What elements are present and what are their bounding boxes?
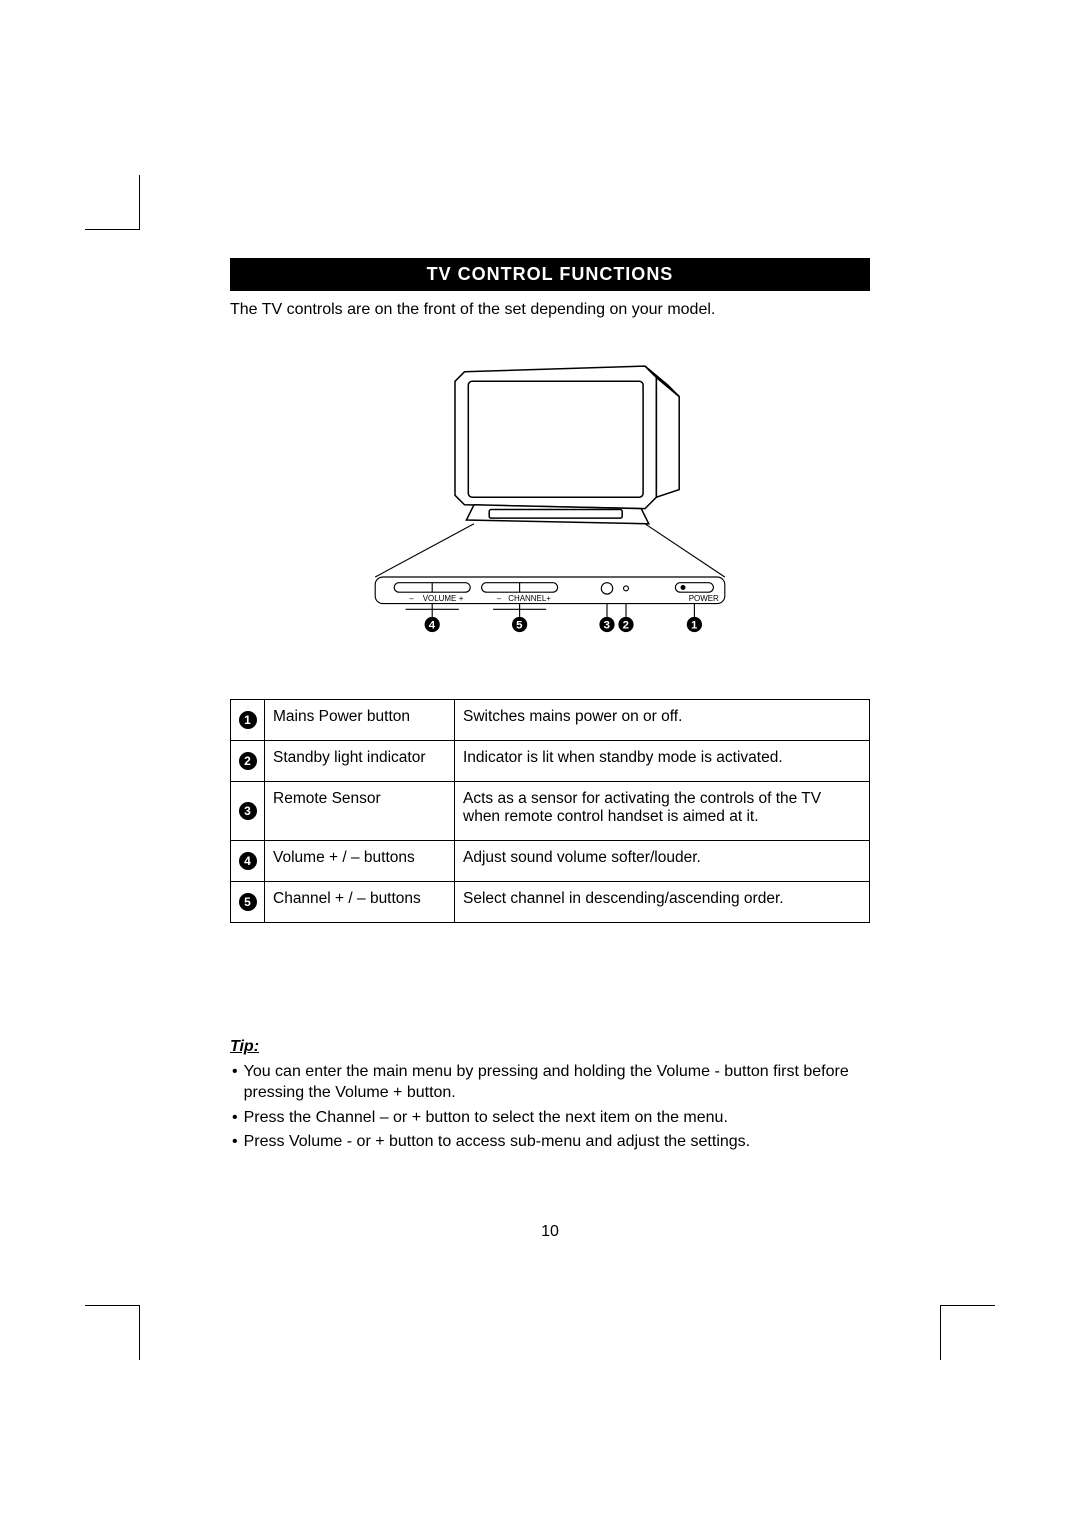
intro-text: The TV controls are on the front of the …: [230, 301, 870, 319]
table-row: 4 Volume + / – buttonsAdjust sound volume…: [231, 841, 870, 882]
table-row: 3 Remote SensorActs as a sensor for activ…: [231, 782, 870, 841]
svg-text:1: 1: [691, 619, 698, 631]
control-description: Acts as a sensor for activating the cont…: [455, 782, 870, 841]
row-number-cell: 4: [231, 841, 265, 882]
tv-diagram: – VOLUME + – CHANNEL + POWER 4 5 3 2 1: [360, 349, 740, 639]
control-name: Channel + / – buttons: [265, 882, 455, 923]
svg-text:5: 5: [516, 619, 523, 631]
svg-text:–: –: [409, 594, 414, 603]
table-row: 5 Channel + / – buttonsSelect channel in …: [231, 882, 870, 923]
table-row: 2 Standby light indicatorIndicator is lit…: [231, 741, 870, 782]
crop-mark-bottom-right: [940, 1305, 995, 1360]
tip-text: Press the Channel – or + button to selec…: [244, 1108, 728, 1129]
row-number-badge: 2: [239, 752, 257, 770]
tip-item: • Press Volume - or + button to access su…: [230, 1132, 870, 1153]
page-number: 10: [230, 1223, 870, 1241]
control-name: Volume + / – buttons: [265, 841, 455, 882]
control-name: Standby light indicator: [265, 741, 455, 782]
section-title: TV CONTROL FUNCTIONS: [427, 264, 674, 284]
control-name: Mains Power button: [265, 700, 455, 741]
tip-section: Tip: •You can enter the main menu by pre…: [230, 1038, 870, 1153]
svg-text:3: 3: [604, 619, 610, 631]
row-number-badge: 3: [239, 802, 257, 820]
svg-text:2: 2: [623, 619, 629, 631]
svg-text:CHANNEL: CHANNEL: [508, 594, 547, 603]
tip-heading: Tip:: [230, 1038, 870, 1056]
row-number-badge: 4: [239, 852, 257, 870]
tip-item: • Press the Channel – or + button to sele…: [230, 1108, 870, 1129]
row-number-cell: 2: [231, 741, 265, 782]
svg-text:VOLUME: VOLUME: [423, 594, 457, 603]
tip-item: •You can enter the main menu by pressing…: [230, 1062, 870, 1104]
row-number-cell: 3: [231, 782, 265, 841]
crop-mark-bottom-left: [85, 1305, 140, 1360]
control-description: Switches mains power on or off.: [455, 700, 870, 741]
tip-text: Press Volume - or + button to access sub…: [244, 1132, 751, 1153]
svg-text:+: +: [459, 594, 464, 603]
controls-table: 1 Mains Power buttonSwitches mains power …: [230, 699, 870, 923]
control-name: Remote Sensor: [265, 782, 455, 841]
svg-text:+: +: [546, 594, 551, 603]
bullet-icon: •: [232, 1132, 238, 1153]
row-number-badge: 1: [239, 711, 257, 729]
svg-text:4: 4: [429, 619, 436, 631]
control-description: Select channel in descending/ascending o…: [455, 882, 870, 923]
control-description: Indicator is lit when standby mode is ac…: [455, 741, 870, 782]
crop-mark-top-left: [85, 175, 140, 230]
svg-text:POWER: POWER: [689, 594, 719, 603]
bullet-icon: •: [232, 1062, 238, 1104]
row-number-cell: 5: [231, 882, 265, 923]
tip-text: You can enter the main menu by pressing …: [244, 1062, 870, 1104]
row-number-cell: 1: [231, 700, 265, 741]
control-description: Adjust sound volume softer/louder.: [455, 841, 870, 882]
table-row: 1 Mains Power buttonSwitches mains power …: [231, 700, 870, 741]
section-title-bar: TV CONTROL FUNCTIONS: [230, 258, 870, 291]
bullet-icon: •: [232, 1108, 238, 1129]
svg-text:–: –: [497, 594, 502, 603]
page-content: TV CONTROL FUNCTIONS The TV controls are…: [230, 258, 870, 1241]
row-number-badge: 5: [239, 893, 257, 911]
